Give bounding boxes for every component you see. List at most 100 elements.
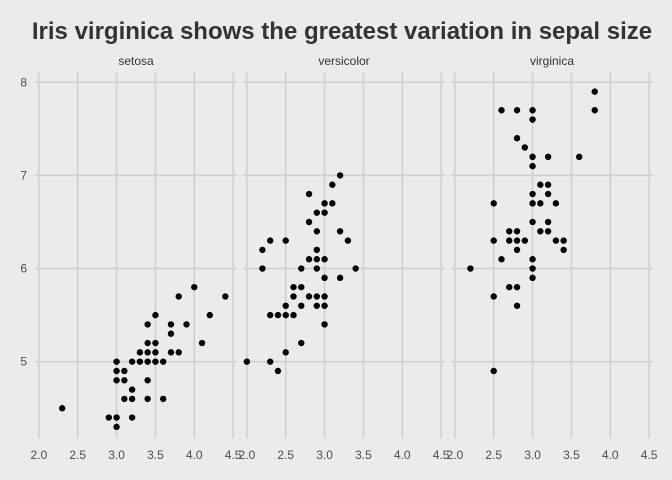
point-setosa-20 [144, 339, 151, 347]
point-virginica-43 [591, 88, 598, 95]
point-versicolor-6 [274, 367, 282, 375]
point-virginica-24 [529, 190, 536, 198]
x-tick-label-versicolor-0: 2.0 [239, 448, 256, 462]
point-versicolor-20 [305, 256, 313, 263]
x-tick-label-setosa-1: 2.5 [69, 448, 86, 462]
point-virginica-29 [537, 228, 544, 235]
point-setosa-21 [144, 321, 151, 328]
point-virginica-12 [513, 246, 521, 254]
point-setosa-1 [105, 414, 113, 421]
point-setosa-6 [113, 358, 120, 365]
point-setosa-24 [152, 339, 159, 347]
point-versicolor-25 [313, 265, 321, 272]
y-tick-label-2: 7 [20, 168, 27, 182]
point-virginica-27 [529, 116, 536, 123]
x-tick-label-virginica-2: 3.0 [524, 448, 541, 462]
point-setosa-29 [167, 330, 175, 337]
point-virginica-0 [467, 265, 474, 272]
point-versicolor-43 [352, 265, 359, 272]
point-setosa-5 [113, 367, 120, 375]
x-tick-label-versicolor-5: 4.5 [433, 448, 450, 462]
point-virginica-13 [513, 237, 521, 244]
point-setosa-17 [144, 377, 151, 384]
point-virginica-20 [529, 265, 536, 272]
point-virginica-1 [490, 367, 497, 375]
point-setosa-0 [58, 405, 66, 412]
point-versicolor-21 [305, 218, 313, 226]
point-versicolor-11 [282, 237, 289, 244]
point-versicolor-29 [313, 209, 321, 216]
point-versicolor-40 [336, 228, 344, 235]
point-setosa-37 [222, 293, 229, 300]
tick-labels: 2.0 2.5 3.0 3.5 4.0 4.52.0 2.5 3.0 3.5 4.0 4.52.0 2… [20, 75, 657, 462]
facet-label-virginica: virginica [530, 54, 574, 68]
point-virginica-10 [513, 302, 521, 309]
point-setosa-35 [198, 339, 206, 347]
point-virginica-9 [506, 228, 513, 235]
point-versicolor-3 [266, 311, 274, 319]
x-tick-label-virginica-4: 4.0 [602, 448, 619, 462]
point-setosa-11 [128, 395, 136, 403]
point-virginica-38 [552, 200, 560, 207]
point-virginica-4 [490, 200, 497, 207]
x-tick-label-setosa-3: 3.5 [147, 448, 164, 462]
point-setosa-10 [128, 414, 136, 421]
point-virginica-18 [521, 144, 529, 151]
facet-strips: setosa versicolor virginica [118, 54, 574, 68]
point-setosa-3 [113, 423, 120, 431]
point-virginica-22 [529, 218, 536, 226]
point-setosa-7 [121, 377, 128, 384]
point-setosa-8 [121, 367, 128, 375]
points-layer [58, 88, 598, 431]
point-versicolor-27 [313, 246, 321, 254]
point-versicolor-22 [305, 190, 313, 198]
point-virginica-19 [529, 274, 536, 282]
point-versicolor-42 [344, 237, 352, 244]
point-setosa-18 [144, 358, 151, 365]
x-tick-label-setosa-4: 4.0 [186, 448, 203, 462]
point-virginica-40 [560, 237, 567, 244]
point-versicolor-39 [336, 274, 344, 282]
point-setosa-32 [175, 293, 182, 300]
point-virginica-5 [498, 256, 505, 263]
facet-label-versicolor: versicolor [318, 54, 369, 68]
point-virginica-17 [521, 237, 529, 244]
x-tick-label-versicolor-3: 3.5 [355, 448, 372, 462]
point-versicolor-34 [321, 256, 328, 263]
point-setosa-36 [206, 311, 214, 319]
point-virginica-8 [506, 237, 513, 244]
point-virginica-15 [513, 134, 521, 142]
point-versicolor-4 [266, 237, 274, 244]
point-setosa-14 [136, 358, 144, 365]
point-versicolor-18 [298, 265, 305, 272]
point-versicolor-2 [259, 246, 266, 254]
point-setosa-27 [159, 358, 167, 365]
x-tick-label-virginica-3: 3.5 [563, 448, 580, 462]
point-setosa-28 [167, 349, 175, 356]
x-tick-label-virginica-5: 4.5 [641, 448, 658, 462]
point-setosa-26 [159, 395, 167, 403]
point-virginica-32 [544, 228, 552, 235]
x-tick-label-versicolor-1: 2.5 [277, 448, 294, 462]
point-virginica-41 [575, 153, 583, 161]
point-versicolor-33 [321, 274, 328, 282]
point-virginica-25 [529, 162, 536, 170]
point-versicolor-32 [321, 293, 328, 300]
point-setosa-33 [183, 321, 190, 328]
point-virginica-34 [544, 190, 552, 198]
x-tick-label-setosa-0: 2.0 [31, 448, 48, 462]
point-setosa-31 [175, 349, 182, 356]
point-versicolor-38 [329, 181, 336, 188]
point-versicolor-1 [259, 265, 266, 272]
point-versicolor-28 [313, 228, 321, 235]
point-versicolor-30 [321, 321, 328, 328]
point-virginica-14 [513, 228, 521, 235]
facet-label-setosa: setosa [118, 54, 154, 68]
y-tick-label-0: 5 [20, 355, 27, 369]
point-versicolor-5 [266, 358, 274, 365]
point-virginica-33 [544, 218, 552, 226]
point-virginica-26 [529, 153, 536, 161]
point-setosa-16 [144, 395, 151, 403]
point-virginica-28 [529, 107, 536, 114]
y-tick-label-1: 6 [20, 262, 27, 276]
